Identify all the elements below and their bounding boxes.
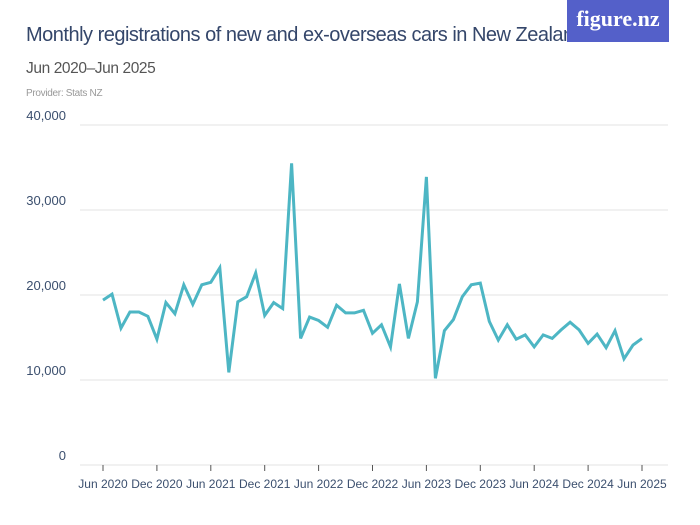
x-tick-label: Dec 2021 bbox=[239, 477, 291, 491]
y-tick-label: 10,000 bbox=[26, 363, 66, 378]
y-tick-label: 20,000 bbox=[26, 278, 66, 293]
x-tick-label: Dec 2023 bbox=[455, 477, 507, 491]
x-tick-label: Jun 2023 bbox=[402, 477, 452, 491]
y-tick-label: 0 bbox=[59, 448, 66, 463]
series-line bbox=[102, 163, 643, 379]
x-tick-label: Jun 2020 bbox=[78, 477, 128, 491]
figure-nz-logo[interactable]: figure.nz bbox=[567, 0, 669, 42]
x-tick-label: Jun 2021 bbox=[186, 477, 236, 491]
x-tick-label: Jun 2024 bbox=[510, 477, 560, 491]
provider-label: Provider: Stats NZ bbox=[26, 88, 103, 99]
chart-subtitle: Jun 2020–Jun 2025 bbox=[26, 60, 156, 77]
y-tick-label: 40,000 bbox=[26, 108, 66, 123]
x-tick-label: Dec 2022 bbox=[347, 477, 399, 491]
x-tick-label: Jun 2025 bbox=[617, 477, 667, 491]
x-tick-label: Dec 2020 bbox=[131, 477, 183, 491]
x-tick-label: Dec 2024 bbox=[562, 477, 614, 491]
x-tick-label: Jun 2022 bbox=[294, 477, 344, 491]
y-tick-label: 30,000 bbox=[26, 193, 66, 208]
chart-title: Monthly registrations of new and ex-over… bbox=[26, 24, 585, 46]
